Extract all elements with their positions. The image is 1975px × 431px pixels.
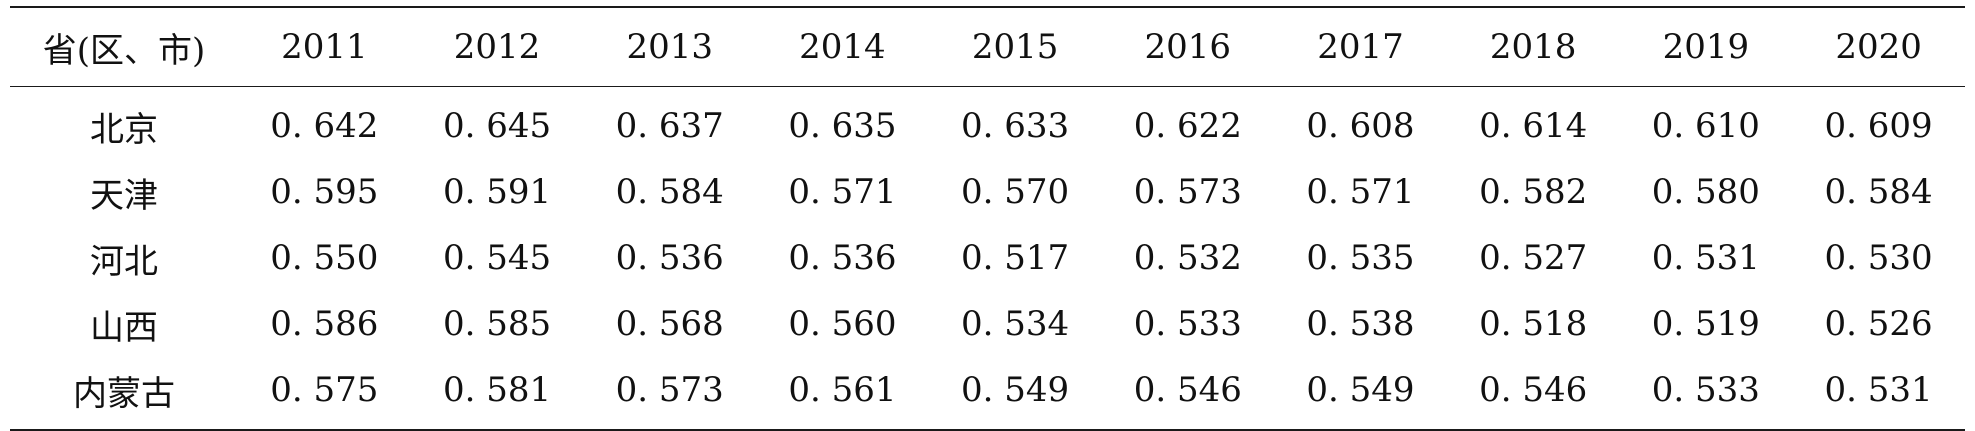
value-cell: 0. 527	[1479, 238, 1588, 278]
value-cell: 0. 531	[1824, 370, 1933, 410]
value-cell: 0. 622	[1133, 106, 1242, 146]
table-row: 天津 0. 595 0. 591 0. 584 0. 571 0. 570 0.…	[10, 159, 1965, 225]
header-cell-year: 2013	[626, 27, 713, 67]
header-cell-year: 2020	[1835, 27, 1922, 67]
value-cell: 0. 580	[1651, 172, 1760, 212]
table-row: 河北 0. 550 0. 545 0. 536 0. 536 0. 517 0.…	[10, 225, 1965, 291]
value-cell: 0. 538	[1306, 304, 1415, 344]
region-cell: 北京	[90, 109, 158, 150]
region-cell: 内蒙古	[73, 373, 175, 414]
value-cell: 0. 570	[961, 172, 1070, 212]
header-cell-region: 省(区、市)	[42, 30, 206, 71]
value-cell: 0. 546	[1133, 370, 1242, 410]
value-cell: 0. 530	[1824, 238, 1933, 278]
value-cell: 0. 526	[1824, 304, 1933, 344]
value-cell: 0. 534	[961, 304, 1070, 344]
header-cell-year: 2018	[1489, 27, 1577, 67]
data-table-container: 省(区、市) 2011 2012 2013 2014 2015 2016 201…	[10, 6, 1965, 431]
value-cell: 0. 533	[1651, 370, 1760, 410]
value-cell: 0. 545	[442, 238, 552, 278]
value-cell: 0. 546	[1479, 370, 1588, 410]
value-cell: 0. 568	[615, 304, 724, 344]
value-cell: 0. 591	[442, 172, 552, 212]
value-cell: 0. 581	[442, 370, 552, 410]
header-cell-year: 2016	[1144, 27, 1232, 67]
value-cell: 0. 560	[788, 304, 897, 344]
value-cell: 0. 633	[961, 106, 1070, 146]
table-row: 北京 0. 642 0. 645 0. 637 0. 635 0. 633 0.…	[10, 87, 1965, 160]
value-cell: 0. 614	[1479, 106, 1588, 146]
data-table: 省(区、市) 2011 2012 2013 2014 2015 2016 201…	[10, 6, 1965, 431]
value-cell: 0. 584	[615, 172, 724, 212]
value-cell: 0. 585	[442, 304, 552, 344]
value-cell: 0. 635	[788, 106, 897, 146]
value-cell: 0. 582	[1479, 172, 1588, 212]
header-cell-year: 2011	[281, 27, 368, 67]
value-cell: 0. 573	[615, 370, 724, 410]
value-cell: 0. 531	[1651, 238, 1760, 278]
value-cell: 0. 571	[1306, 172, 1415, 212]
header-cell-year: 2012	[453, 27, 541, 67]
header-cell-year: 2014	[799, 27, 886, 67]
value-cell: 0. 535	[1306, 238, 1415, 278]
value-cell: 0. 549	[1306, 370, 1415, 410]
table-row: 山西 0. 586 0. 585 0. 568 0. 560 0. 534 0.…	[10, 291, 1965, 357]
value-cell: 0. 571	[788, 172, 897, 212]
table-row: 内蒙古 0. 575 0. 581 0. 573 0. 561 0. 549 0…	[10, 357, 1965, 430]
value-cell: 0. 550	[270, 238, 379, 278]
value-cell: 0. 536	[615, 238, 724, 278]
table-header: 省(区、市) 2011 2012 2013 2014 2015 2016 201…	[10, 7, 1965, 87]
region-cell: 山西	[90, 307, 158, 348]
header-cell-year: 2017	[1317, 27, 1404, 67]
value-cell: 0. 519	[1651, 304, 1760, 344]
value-cell: 0. 533	[1133, 304, 1242, 344]
table-body: 北京 0. 642 0. 645 0. 637 0. 635 0. 633 0.…	[10, 87, 1965, 430]
value-cell: 0. 549	[961, 370, 1070, 410]
header-row: 省(区、市) 2011 2012 2013 2014 2015 2016 201…	[10, 7, 1965, 87]
region-cell: 河北	[90, 241, 158, 282]
value-cell: 0. 642	[270, 106, 379, 146]
header-cell-year: 2015	[971, 27, 1059, 67]
value-cell: 0. 608	[1306, 106, 1415, 146]
value-cell: 0. 532	[1133, 238, 1242, 278]
value-cell: 0. 609	[1824, 106, 1933, 146]
value-cell: 0. 518	[1479, 304, 1588, 344]
value-cell: 0. 645	[442, 106, 552, 146]
value-cell: 0. 584	[1824, 172, 1933, 212]
value-cell: 0. 517	[961, 238, 1070, 278]
header-cell-year: 2019	[1662, 27, 1750, 67]
value-cell: 0. 561	[788, 370, 897, 410]
region-cell: 天津	[90, 175, 158, 216]
value-cell: 0. 637	[615, 106, 724, 146]
value-cell: 0. 610	[1651, 106, 1760, 146]
value-cell: 0. 586	[270, 304, 379, 344]
value-cell: 0. 536	[788, 238, 897, 278]
value-cell: 0. 595	[270, 172, 379, 212]
value-cell: 0. 575	[270, 370, 379, 410]
value-cell: 0. 573	[1133, 172, 1242, 212]
